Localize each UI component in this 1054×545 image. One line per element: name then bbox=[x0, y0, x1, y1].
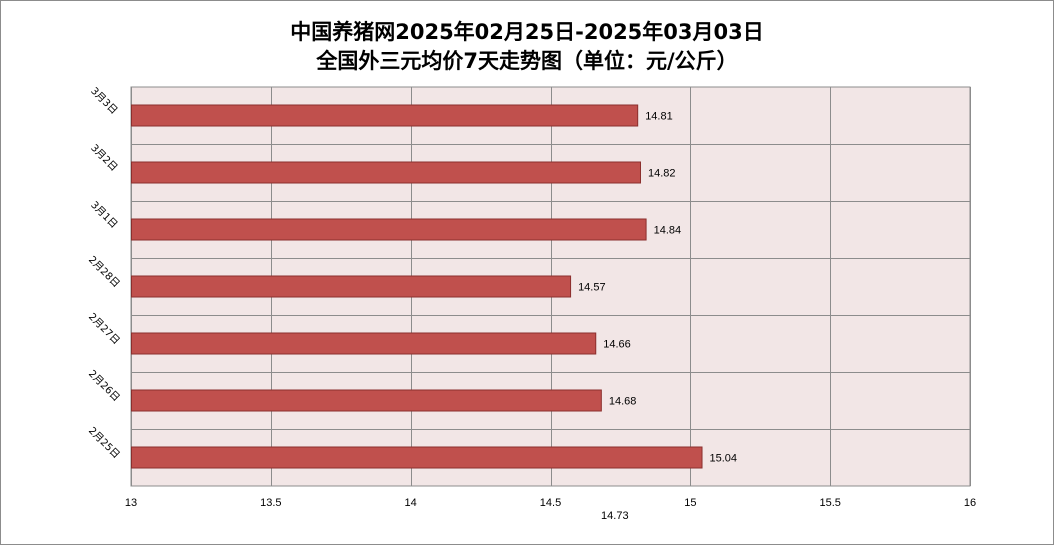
x-tick-label: 13.5 bbox=[260, 497, 281, 509]
category-label: 2月25日 bbox=[86, 425, 122, 461]
bar bbox=[131, 446, 703, 469]
bar bbox=[131, 104, 639, 127]
category-label: 2月26日 bbox=[86, 368, 122, 404]
chart-title-block: 中国养猪网2025年02月25日-2025年03月03日 全国外三元均价7天走势… bbox=[0, 18, 1054, 76]
x-tick-label: 15.5 bbox=[819, 497, 840, 509]
bar-data-label: 14.84 bbox=[654, 225, 682, 237]
x-tick-label: 16 bbox=[964, 497, 976, 509]
bar-data-label: 15.04 bbox=[710, 453, 738, 465]
bar-data-label: 14.66 bbox=[603, 339, 631, 351]
category-label: 2月28日 bbox=[86, 254, 122, 290]
x-tick-label: 14.5 bbox=[540, 497, 561, 509]
category-label: 3月3日 bbox=[88, 85, 120, 117]
x-tick-label: 15 bbox=[684, 497, 696, 509]
bar bbox=[131, 161, 641, 184]
bar-data-label: 14.81 bbox=[645, 111, 673, 123]
x-tick-label: 13 bbox=[125, 497, 137, 509]
bar bbox=[131, 218, 647, 241]
bar-data-label: 14.82 bbox=[648, 168, 676, 180]
bars bbox=[131, 104, 703, 469]
category-label: 3月2日 bbox=[88, 142, 120, 174]
chart-subtitle: 全国外三元均价7天走势图（单位：元/公斤） bbox=[316, 49, 738, 73]
bar bbox=[131, 332, 597, 355]
bar bbox=[131, 389, 602, 412]
bar-data-label: 14.57 bbox=[578, 282, 606, 294]
category-label: 2月27日 bbox=[86, 311, 122, 347]
bar-data-label: 14.68 bbox=[609, 396, 637, 408]
x-tick-label: 14 bbox=[405, 497, 417, 509]
bar bbox=[131, 275, 572, 298]
average-value-label: 14.73 bbox=[601, 510, 629, 522]
category-label: 3月1日 bbox=[88, 199, 120, 231]
chart-title: 中国养猪网2025年02月25日-2025年03月03日 bbox=[290, 20, 764, 44]
